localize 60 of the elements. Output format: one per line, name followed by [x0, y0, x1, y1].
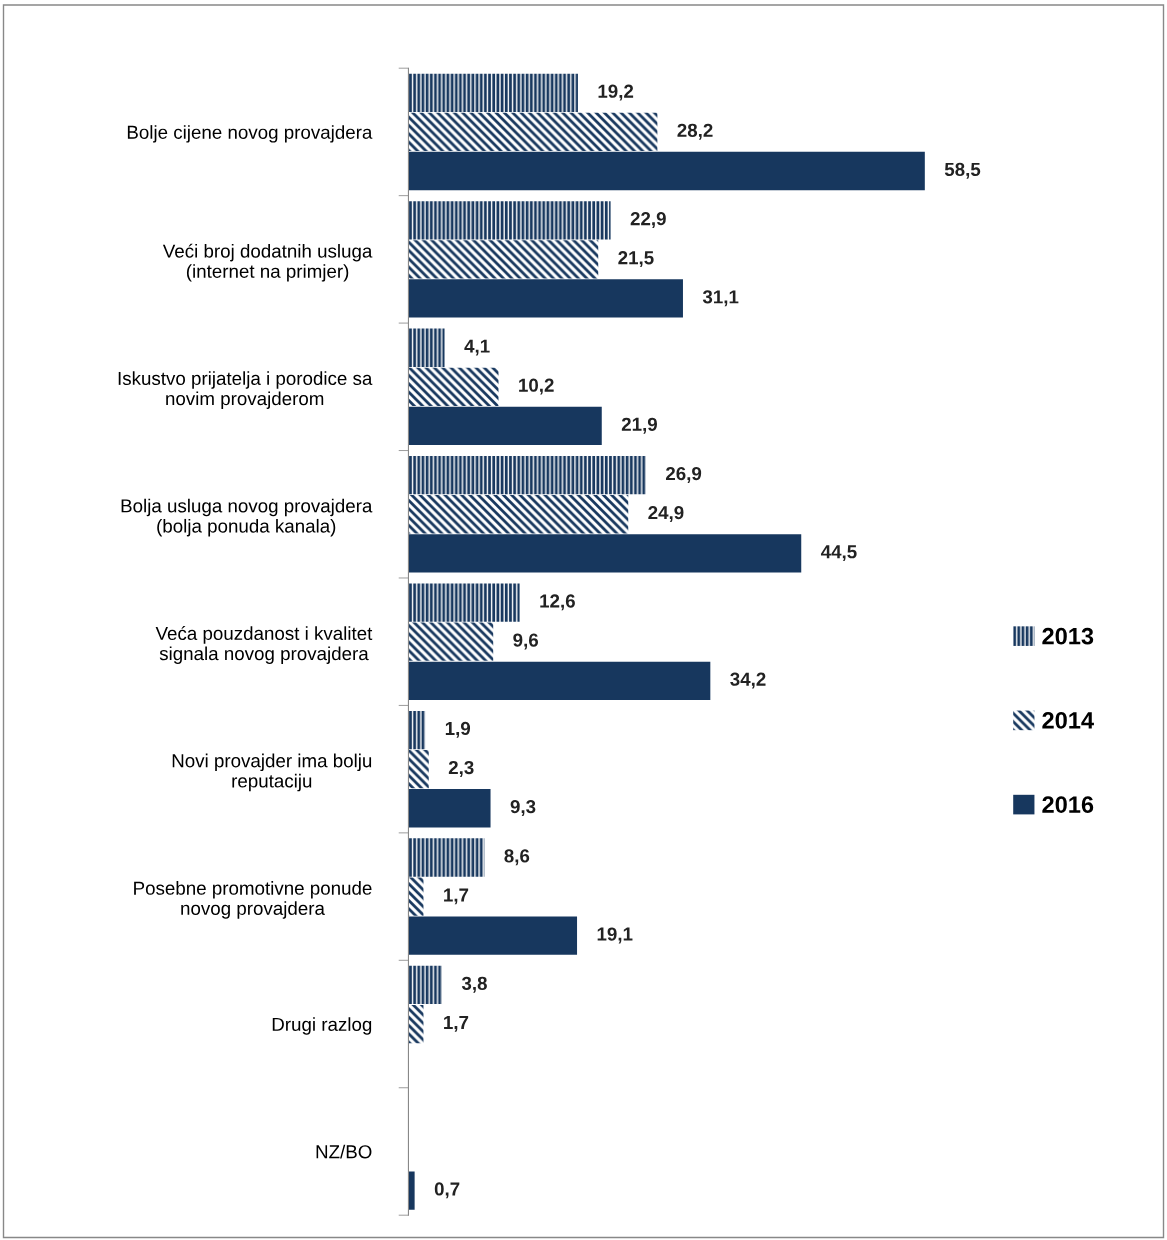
- bar: [408, 1004, 424, 1044]
- y-tick-label: Bolje cijene novog provajdera: [127, 125, 373, 143]
- legend-label: 2014: [1042, 712, 1094, 729]
- legend-label: 2013: [1042, 627, 1094, 645]
- bar: [408, 661, 711, 700]
- bar: [408, 240, 599, 279]
- y-tick-label: Iskustvo prijatelja i porodice sa novim provajderom: [118, 371, 373, 409]
- data-label: 21,9: [621, 417, 657, 434]
- data-label: 1,7: [444, 888, 469, 905]
- bar: [408, 838, 485, 877]
- bar: [408, 1171, 415, 1210]
- data-label: 3,8: [461, 976, 487, 993]
- data-label: 22,9: [630, 212, 666, 229]
- bar: [408, 749, 429, 789]
- data-label: 12,6: [540, 594, 575, 611]
- data-label: 19,2: [598, 84, 634, 101]
- data-label: 31,1: [702, 290, 739, 307]
- y-tick-label: Veći broj dodatnih usluga (internet na primjer): [162, 243, 373, 282]
- data-label: 1,7: [444, 1015, 469, 1032]
- data-label: 19,1: [597, 927, 633, 944]
- y-tick-label: Bolja usluga novog provajdera (bolja ponuda kanala): [121, 498, 373, 537]
- bar: [408, 328, 445, 367]
- data-label: 26,9: [665, 466, 702, 483]
- y-tick-label: Veća pouzdanost i kvalitet signala novog provajdera: [155, 626, 373, 664]
- data-label: 9,6: [513, 633, 539, 650]
- data-label: 8,6: [504, 849, 530, 866]
- bar: [408, 112, 658, 152]
- data-label: 34,2: [730, 672, 766, 689]
- data-label: 0,7: [434, 1182, 460, 1199]
- bar: [408, 456, 646, 495]
- y-tick-label: NZ/BO: [316, 1144, 372, 1159]
- bar: [408, 367, 499, 406]
- bar: [408, 201, 611, 240]
- bar: [408, 534, 802, 573]
- bar: [408, 965, 442, 1005]
- y-tick-label: Drugi razlog: [272, 1017, 372, 1035]
- data-label: 44,5: [820, 545, 857, 562]
- data-label: 9,3: [510, 799, 536, 816]
- bar: [408, 583, 520, 622]
- bar: [408, 710, 426, 750]
- bar: [408, 622, 494, 661]
- data-label: 58,5: [944, 162, 981, 179]
- data-label: 28,2: [677, 123, 713, 140]
- bar: [408, 877, 424, 916]
- bar: [408, 789, 491, 828]
- data-label: 2,3: [448, 760, 474, 777]
- bar: [408, 916, 578, 955]
- data-label: 4,1: [464, 339, 490, 356]
- bar: [408, 151, 925, 191]
- bar: [408, 406, 602, 446]
- data-label: 24,9: [648, 506, 684, 523]
- data-label: 21,5: [618, 251, 654, 268]
- data-label: 1,9: [445, 721, 471, 738]
- y-tick-label: Posebne promotivne ponude novog provajdera: [134, 881, 372, 919]
- data-label: 10,2: [519, 378, 554, 395]
- bar: [408, 279, 683, 318]
- y-tick-label: Novi provajder ima bolju reputaciju: [172, 753, 372, 792]
- legend-label: 2016: [1042, 796, 1094, 813]
- bar: [408, 495, 629, 534]
- bar: [408, 73, 578, 112]
